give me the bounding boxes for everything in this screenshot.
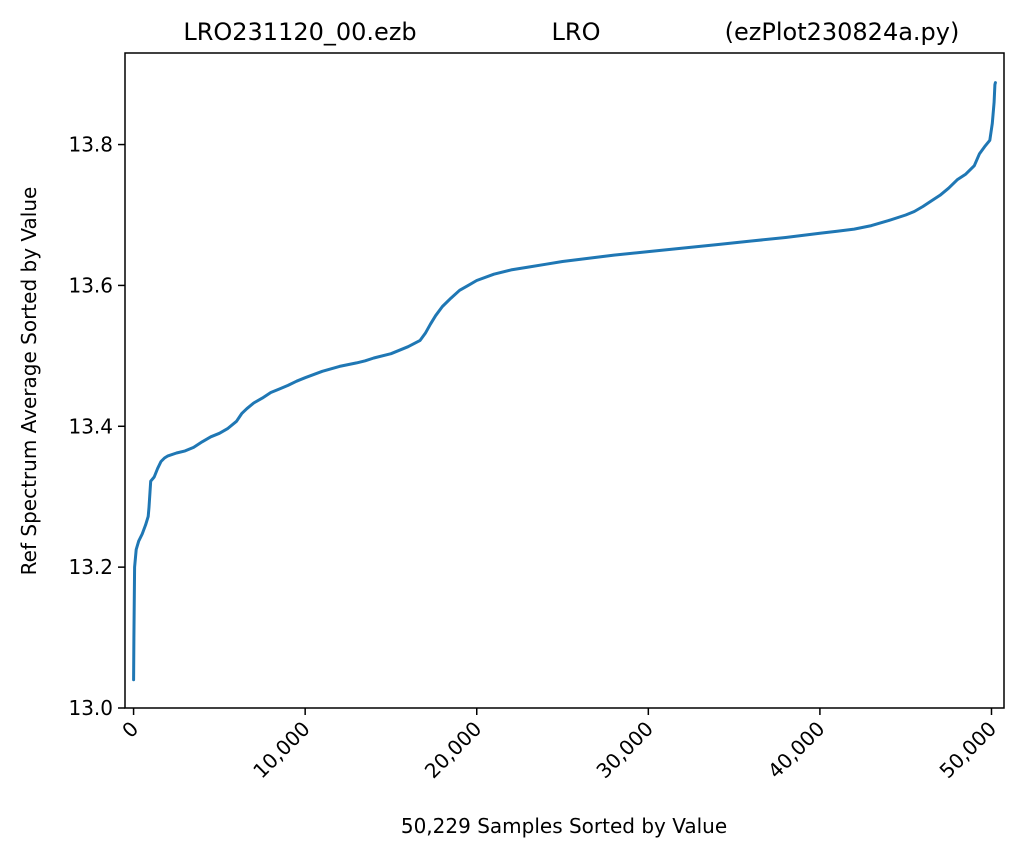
series-line xyxy=(132,81,997,682)
chart-title-station: LRO xyxy=(552,18,601,46)
y-tick-label: 13.8 xyxy=(68,133,113,157)
y-tick-label: 13.4 xyxy=(68,414,113,438)
y-tick-label: 13.2 xyxy=(68,555,113,579)
y-tick-label: 13.6 xyxy=(68,273,113,297)
plot-area-frame xyxy=(124,52,1005,709)
x-axis-label: 50,229 Samples Sorted by Value xyxy=(401,814,727,838)
y-axis-label: Ref Spectrum Average Sorted by Value xyxy=(17,187,41,576)
chart-title-script: (ezPlot230824a.py) xyxy=(725,18,960,46)
chart-title-file: LRO231120_00.ezb xyxy=(183,18,416,46)
y-tick-label: 13.0 xyxy=(68,696,113,720)
